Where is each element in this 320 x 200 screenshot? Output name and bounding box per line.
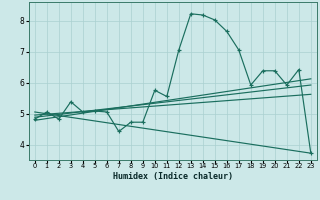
X-axis label: Humidex (Indice chaleur): Humidex (Indice chaleur): [113, 172, 233, 181]
